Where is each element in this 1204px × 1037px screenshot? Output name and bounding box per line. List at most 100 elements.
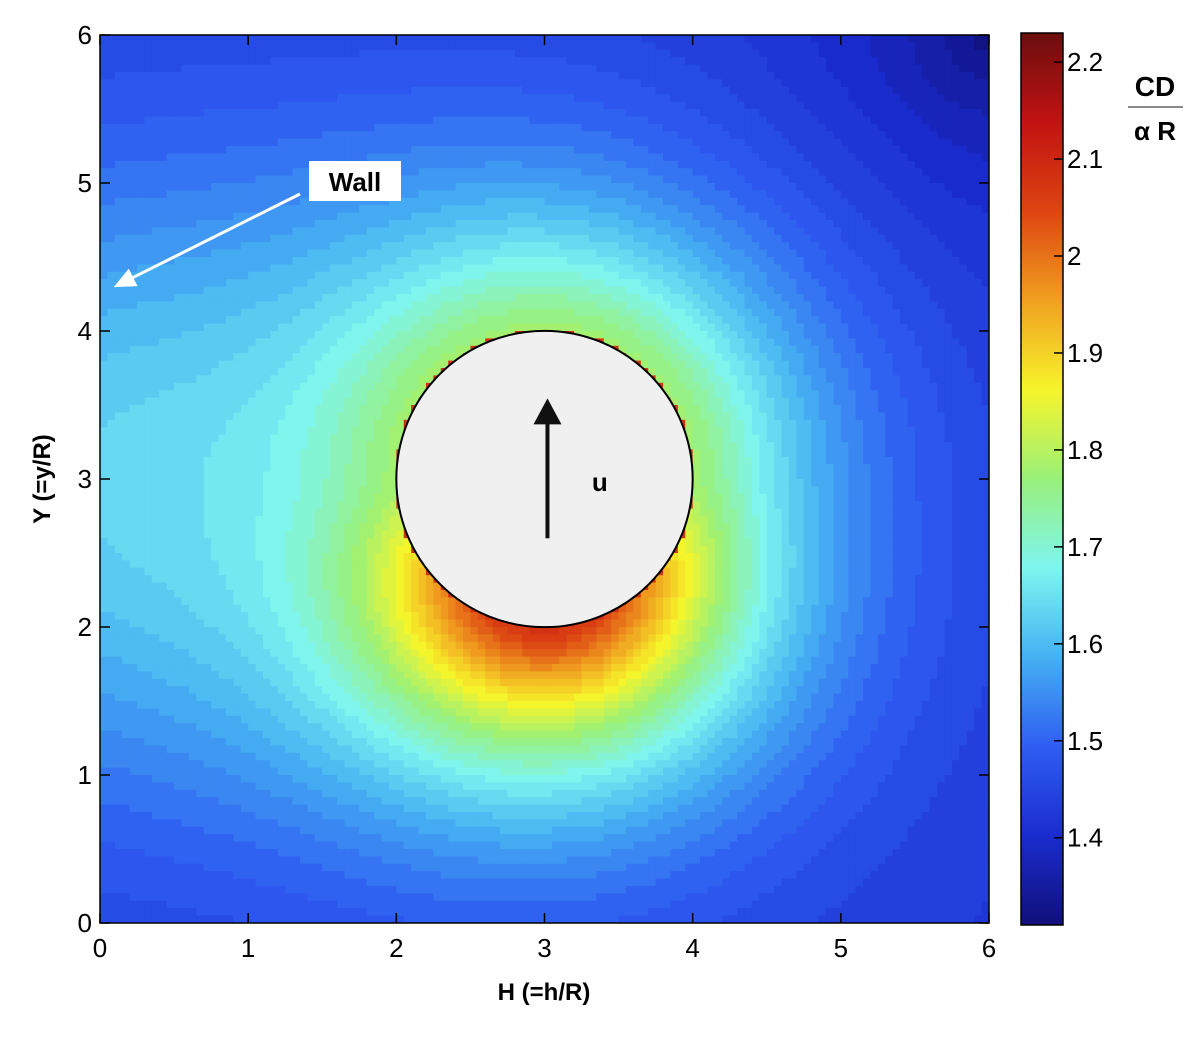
heatmap-cell [596,116,605,125]
heatmap-cell [588,79,597,88]
heatmap-cell [677,331,686,339]
heatmap-cell [270,42,279,51]
heatmap-cell [477,271,486,280]
heatmap-cell [855,271,864,280]
heatmap-cell [900,242,909,251]
heatmap-cell [855,160,864,169]
heatmap-cell [151,123,160,132]
heatmap-cell [944,116,953,125]
heatmap-cell [692,316,701,325]
heatmap-cell [751,257,760,265]
heatmap-cell [663,316,672,325]
heatmap-cell [885,72,894,80]
heatmap-cell [240,264,249,273]
heatmap-cell [403,72,412,80]
heatmap-cell [655,197,664,206]
heatmap-cell [840,190,849,199]
heatmap-cell [270,138,279,147]
heatmap-cell [174,286,183,295]
heatmap-cell [588,153,597,162]
heatmap-cell [885,331,894,339]
heatmap-cell [670,308,679,317]
heatmap-cell [411,205,420,214]
heatmap-cell [144,123,153,132]
heatmap-cell [914,205,923,214]
heatmap-cell [900,175,909,184]
heatmap-cell [248,175,257,184]
heatmap-cell [981,94,989,103]
heatmap-cell [322,101,331,110]
heatmap-cell [900,79,909,88]
heatmap-cell [322,338,331,347]
heatmap-cell [455,279,464,288]
heatmap-cell [388,220,397,228]
heatmap-cell [425,264,434,273]
heatmap-cell [374,338,383,347]
heatmap-cell [114,109,123,117]
heatmap-cell [788,138,797,147]
heatmap-cell [692,64,701,73]
heatmap-cell [159,109,168,117]
heatmap-cell [640,308,649,317]
heatmap-cell [307,257,316,265]
heatmap-cell [981,35,989,43]
heatmap-cell [707,294,716,302]
heatmap-cell [966,131,975,140]
heatmap-cell [633,57,642,66]
heatmap-cell [685,57,694,66]
heatmap-cell [885,212,894,221]
heatmap-cell [855,79,864,88]
heatmap-cell [685,271,694,280]
heatmap-cell [225,205,234,214]
heatmap-cell [759,153,768,162]
heatmap-cell [314,338,323,347]
heatmap-cell [937,212,946,221]
heatmap-cell [692,146,701,154]
heatmap-cell [729,116,738,125]
heatmap-cell [759,94,768,103]
heatmap-cell [470,57,479,66]
heatmap-cell [507,101,516,110]
heatmap-cell [855,331,864,339]
heatmap-cell [203,49,212,58]
heatmap-cell [314,146,323,154]
heatmap-cell [633,220,642,228]
heatmap-cell [485,197,494,206]
heatmap-cell [929,257,938,265]
heatmap-cell [766,64,775,73]
heatmap-cell [944,64,953,73]
heatmap-cell [203,331,212,339]
heatmap-cell [685,294,694,302]
heatmap-cell [137,331,146,339]
heatmap-cell [388,86,397,95]
heatmap-cell [351,242,360,251]
heatmap-cell [863,57,872,66]
heatmap-cell [440,94,449,103]
heatmap-cell [388,271,397,280]
heatmap-cell [625,131,634,140]
heatmap-cell [633,249,642,258]
heatmap-cell [233,35,242,43]
heatmap-cell [759,123,768,132]
heatmap-cell [403,197,412,206]
heatmap-cell [907,234,916,243]
heatmap-cell [151,35,160,43]
heatmap-cell [840,331,849,339]
heatmap-cell [359,279,368,288]
heatmap-cell [522,57,531,66]
heatmap-cell [766,331,775,339]
heatmap-cell [737,316,746,325]
heatmap-cell [285,234,294,243]
heatmap-cell [737,220,746,228]
heatmap-cell [366,338,375,347]
heatmap-cell [337,57,346,66]
heatmap-cell [463,101,472,110]
heatmap-cell [203,257,212,265]
heatmap-cell [818,175,827,184]
heatmap-cell [248,286,257,295]
heatmap-cell [603,220,612,228]
heatmap-cell [981,86,989,95]
heatmap-cell [803,308,812,317]
heatmap-cell [751,308,760,317]
heatmap-cell [981,271,989,280]
